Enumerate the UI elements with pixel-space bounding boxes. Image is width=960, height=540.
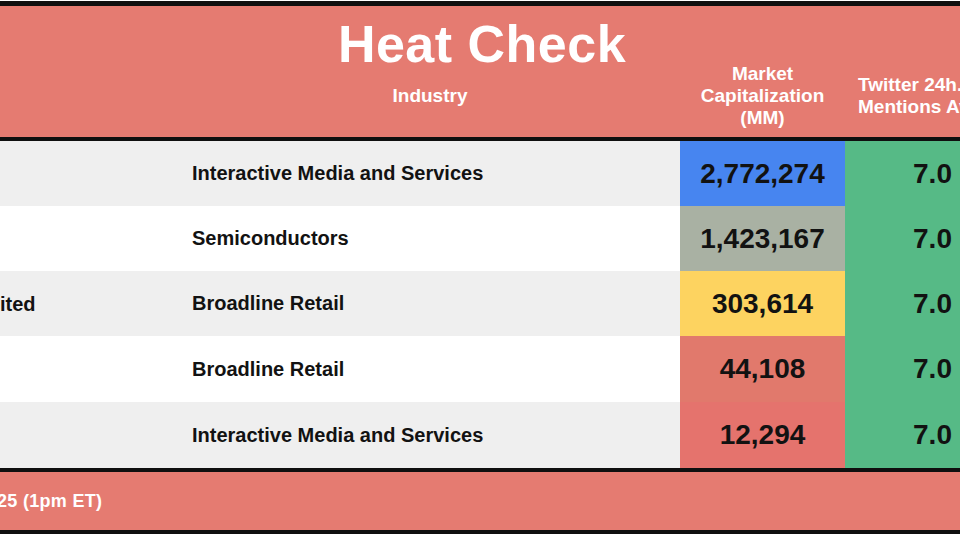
market-cap-header-line2: Capitalization (MM): [701, 85, 825, 128]
industry-cell: Broadline Retail: [180, 336, 680, 402]
mentions-cell: 7.0: [845, 141, 960, 206]
heat-check-table: Heat Check Industry Market Capitalizatio…: [0, 1, 960, 534]
market-cap-cell: 12,294: [680, 402, 845, 468]
heat-check-screenshot: Heat Check Industry Market Capitalizatio…: [0, 0, 960, 540]
table-footer-band: 25 (1pm ET): [0, 468, 960, 534]
twitter-header-line2: Mentions Ave: [858, 96, 960, 117]
industry-cell: Semiconductors: [180, 206, 680, 271]
table-row: Semiconductors 1,423,167 7.0: [0, 206, 960, 271]
market-cap-cell: 1,423,167: [680, 206, 845, 271]
column-header-industry: Industry: [180, 85, 680, 107]
company-cell: [0, 141, 180, 206]
company-cell: [0, 402, 180, 468]
mentions-cell: 7.0: [845, 271, 960, 336]
table-header-band: Heat Check Industry Market Capitalizatio…: [0, 1, 960, 141]
market-cap-cell: 303,614: [680, 271, 845, 336]
company-cell: [0, 206, 180, 271]
industry-cell: Interactive Media and Services: [180, 141, 680, 206]
market-cap-cell: 44,108: [680, 336, 845, 402]
column-header-twitter-mentions: Twitter 24h. Mentions Ave: [845, 74, 960, 118]
table-row: ited Broadline Retail 303,614 7.0: [0, 271, 960, 336]
company-cell: ited: [0, 271, 180, 336]
industry-cell: Interactive Media and Services: [180, 402, 680, 468]
company-name-fragment: ited: [0, 292, 36, 315]
mentions-cell: 7.0: [845, 206, 960, 271]
column-headers: Industry Market Capitalization (MM) Twit…: [180, 63, 960, 129]
industry-cell: Broadline Retail: [180, 271, 680, 336]
column-header-market-cap: Market Capitalization (MM): [680, 63, 845, 129]
market-cap-cell: 2,772,274: [680, 141, 845, 206]
table-row: Interactive Media and Services 2,772,274…: [0, 141, 960, 206]
table-row: Interactive Media and Services 12,294 7.…: [0, 402, 960, 468]
company-cell: [0, 336, 180, 402]
mentions-cell: 7.0: [845, 336, 960, 402]
market-cap-header-line1: Market: [732, 63, 793, 84]
twitter-header-line1: Twitter 24h.: [858, 74, 960, 95]
timestamp-text: 25 (1pm ET): [0, 491, 102, 512]
table-row: Broadline Retail 44,108 7.0: [0, 336, 960, 402]
mentions-cell: 7.0: [845, 402, 960, 468]
